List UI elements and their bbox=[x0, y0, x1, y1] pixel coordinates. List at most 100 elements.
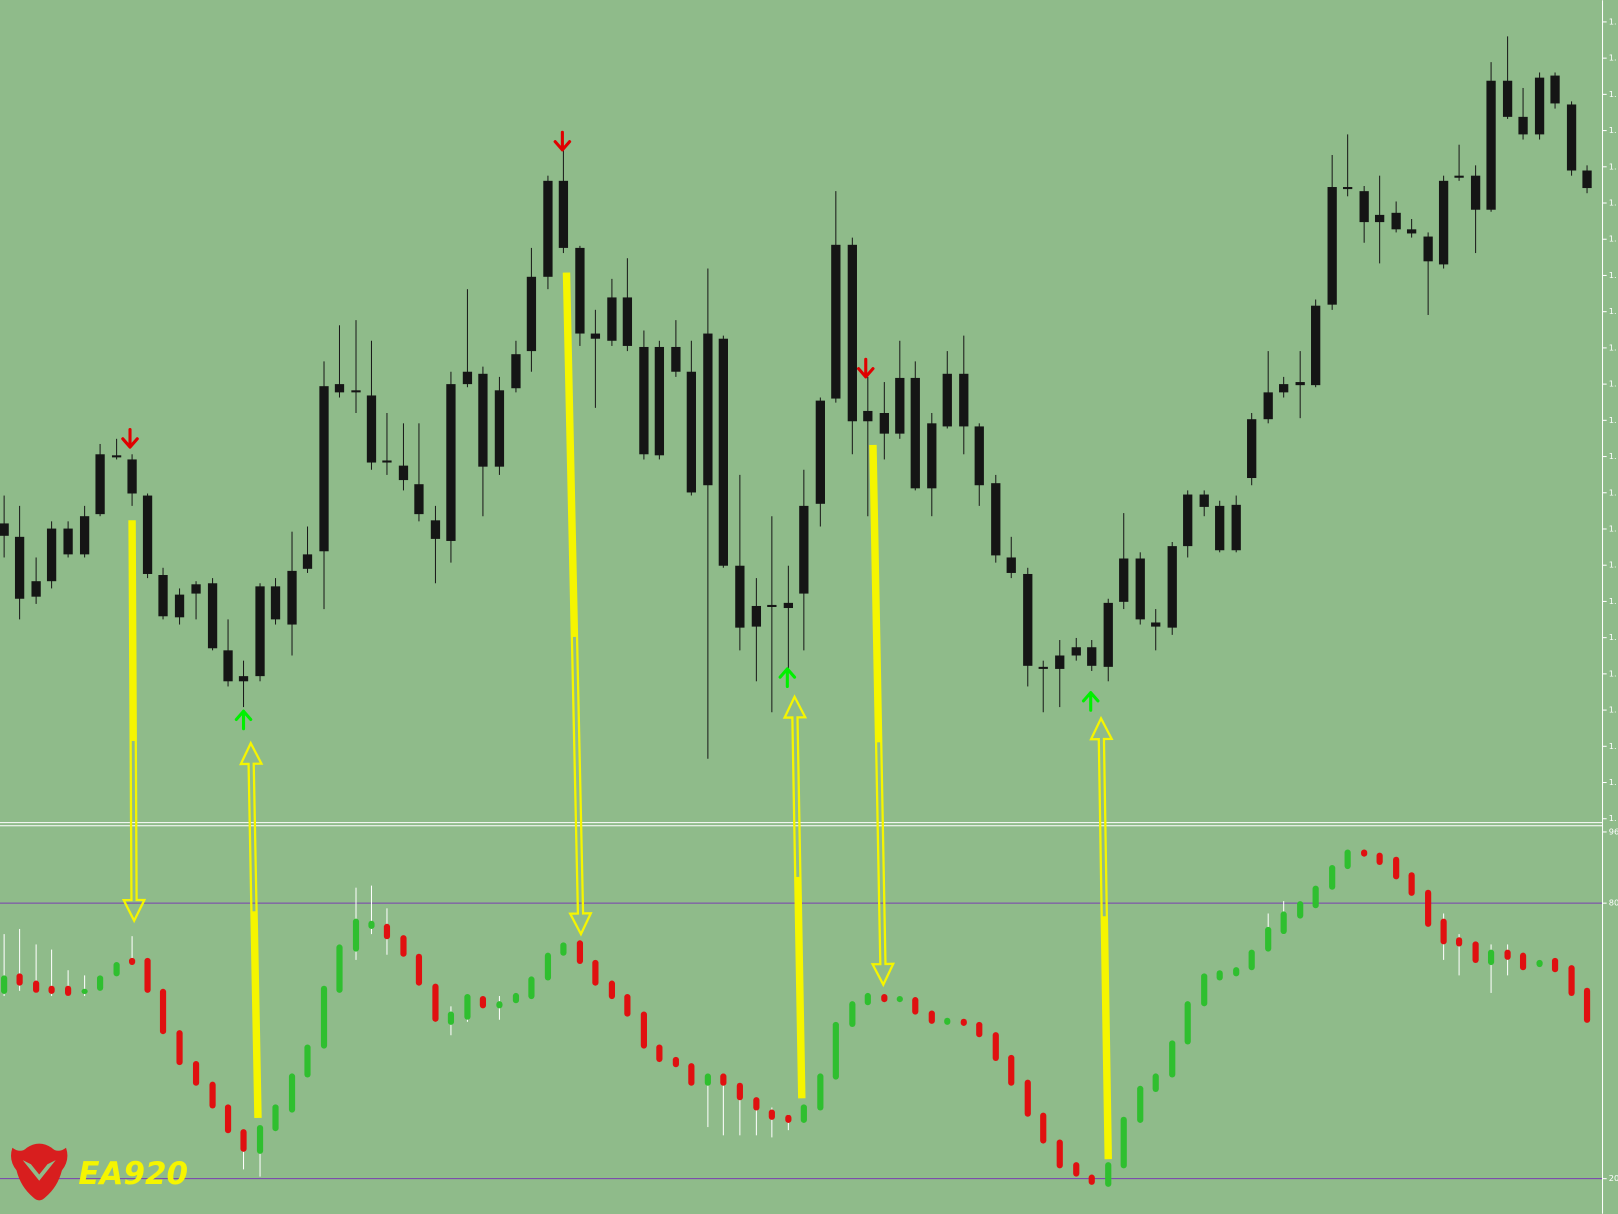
candle-body bbox=[1486, 80, 1496, 210]
candle-body bbox=[1470, 175, 1481, 210]
price-label: 1. bbox=[1609, 523, 1617, 533]
oscillator-bar bbox=[1233, 967, 1240, 977]
price-label: 1. bbox=[1609, 125, 1617, 135]
candle-body bbox=[127, 459, 137, 494]
oscillator-bar bbox=[176, 1030, 183, 1066]
oscillator-bar bbox=[1455, 937, 1463, 947]
oscillator-bar bbox=[576, 940, 584, 965]
candle-body bbox=[767, 604, 777, 607]
oscillator-bar bbox=[464, 993, 471, 1020]
oscillator-bar bbox=[209, 1081, 216, 1109]
oscillator-bar bbox=[320, 985, 328, 1049]
oscillator-bar bbox=[48, 985, 55, 994]
oscillator-bar bbox=[400, 935, 407, 957]
oscillator-bar bbox=[1568, 965, 1575, 997]
oscillator-bar bbox=[560, 942, 567, 956]
oscillator-bar bbox=[1, 975, 8, 994]
oscillator-bar bbox=[1551, 957, 1559, 973]
oscillator-bar bbox=[1376, 852, 1383, 865]
candle-body bbox=[974, 426, 984, 486]
oscillator-bar bbox=[672, 1056, 679, 1068]
candle-body bbox=[1454, 175, 1464, 178]
oscillator bbox=[1, 849, 1591, 1187]
oscillator-bar bbox=[1137, 1085, 1144, 1123]
candle-body bbox=[430, 520, 441, 539]
sell-signal bbox=[121, 427, 139, 449]
annotation-arrow-shaft bbox=[130, 521, 136, 742]
oscillator-bar bbox=[800, 1104, 807, 1123]
indicator-label: 80 bbox=[1609, 898, 1618, 908]
candle-body bbox=[95, 454, 105, 515]
oscillator-bar bbox=[1040, 1112, 1047, 1144]
oscillator-bar bbox=[1216, 970, 1223, 981]
price-label: 1. bbox=[1609, 198, 1617, 208]
candle-body bbox=[910, 377, 920, 489]
oscillator-bar bbox=[849, 1001, 856, 1027]
oscillator-bar bbox=[720, 1073, 727, 1086]
price-label: 1. bbox=[1609, 16, 1617, 26]
oscillator-bar bbox=[785, 1114, 792, 1123]
annotation-arrow bbox=[869, 444, 896, 988]
price-label: 1. bbox=[1609, 161, 1617, 171]
candle-body bbox=[847, 244, 857, 422]
candle-body bbox=[863, 410, 873, 422]
candle-body bbox=[158, 575, 168, 617]
candle-body bbox=[511, 354, 521, 389]
oscillator-bar bbox=[1583, 987, 1591, 1023]
candle-body bbox=[287, 570, 297, 625]
oscillator-bar bbox=[992, 1032, 999, 1062]
oscillator-bar bbox=[288, 1073, 296, 1113]
logo: EA920 bbox=[11, 1143, 188, 1201]
oscillator-bar bbox=[224, 1104, 232, 1134]
oscillator-bar bbox=[1105, 1162, 1112, 1187]
price-label: 1. bbox=[1609, 813, 1617, 823]
candle-body bbox=[191, 584, 201, 594]
logo-icon bbox=[11, 1143, 68, 1201]
oscillator-bar bbox=[1425, 889, 1432, 927]
indicator-label: 20 bbox=[1609, 1173, 1618, 1183]
annotation-arrow bbox=[1089, 715, 1114, 1160]
oscillator-bar bbox=[1024, 1079, 1031, 1117]
candle-body bbox=[351, 390, 361, 393]
price-label: 1. bbox=[1609, 560, 1617, 570]
candle-body bbox=[1006, 557, 1016, 573]
indicator-label: 96 bbox=[1609, 826, 1618, 836]
oscillator-bar bbox=[1280, 911, 1287, 935]
oscillator-bar bbox=[608, 980, 616, 1000]
candle-body bbox=[799, 505, 809, 594]
oscillator-bar bbox=[1120, 1116, 1127, 1169]
oscillator-bar bbox=[65, 985, 72, 997]
price-label: 1. bbox=[1609, 451, 1617, 461]
buy-signal bbox=[1081, 691, 1100, 712]
candle-body bbox=[142, 495, 153, 574]
candle-body bbox=[46, 528, 57, 582]
candle-body bbox=[1103, 602, 1113, 667]
candle-body bbox=[1279, 384, 1289, 393]
candle-body bbox=[1582, 170, 1592, 189]
price-axis: 1. 1. 1. 1. 1. 1. 1. 1. 1. 1. 1. 1. 1. 1. 1. 1. 1. 1. 1. 1.… bbox=[1602, 16, 1618, 1183]
oscillator-bar bbox=[1152, 1073, 1159, 1092]
annotation-arrow-shaft bbox=[564, 273, 577, 637]
price-label: 1. bbox=[1609, 53, 1617, 63]
candle-body bbox=[79, 516, 90, 555]
oscillator-bar bbox=[1504, 949, 1511, 960]
price-label: 1. bbox=[1609, 89, 1617, 99]
candle-body bbox=[398, 465, 409, 481]
price-label: 1. bbox=[1609, 415, 1617, 425]
oscillator-bar bbox=[383, 923, 391, 940]
candle-body bbox=[639, 346, 649, 455]
candle-body bbox=[446, 384, 456, 541]
price-label: 1. bbox=[1609, 596, 1617, 606]
candle-body bbox=[751, 605, 762, 627]
oscillator-bar bbox=[688, 1063, 695, 1086]
oscillator-bar bbox=[1184, 1001, 1191, 1045]
candle-body bbox=[1135, 558, 1145, 620]
oscillator-bar bbox=[624, 993, 631, 1017]
candles bbox=[0, 36, 1592, 759]
candle-body bbox=[1374, 214, 1385, 223]
candle-body bbox=[494, 390, 505, 467]
oscillator-bar bbox=[415, 953, 423, 986]
oscillator-bar bbox=[1297, 901, 1304, 919]
oscillator-bar bbox=[1487, 949, 1495, 966]
